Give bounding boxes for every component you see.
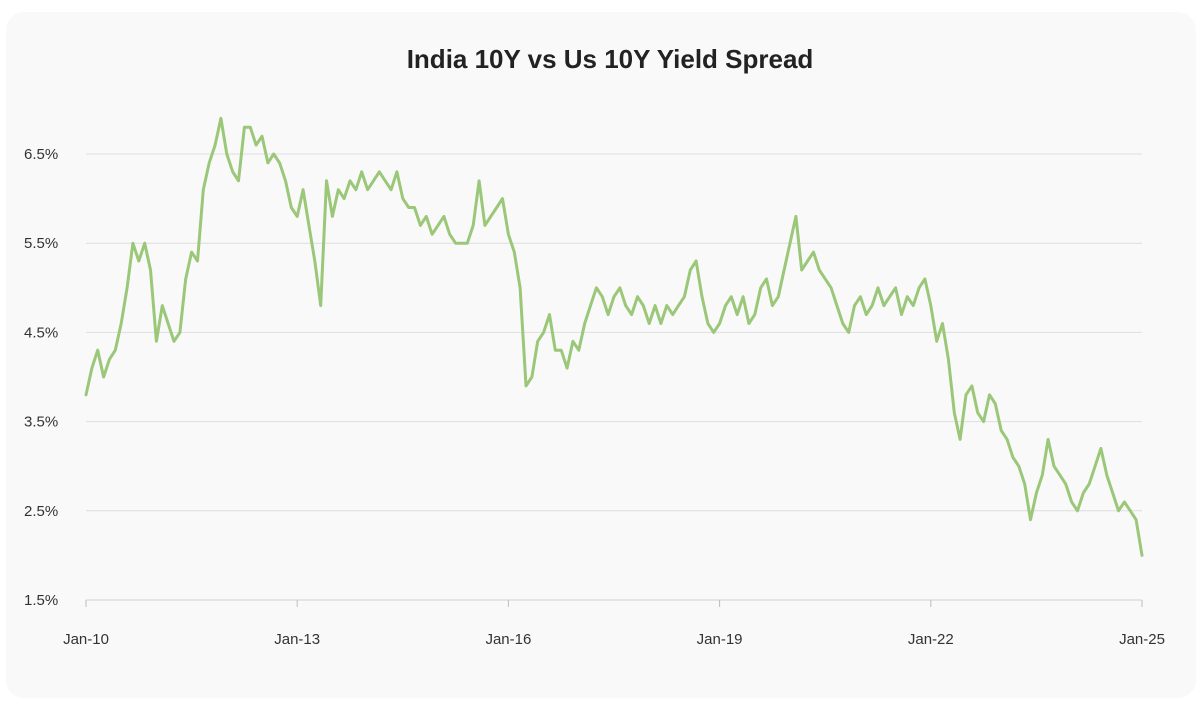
x-axis: Jan-10 Jan-13 Jan-16 Jan-19 Jan-22 Jan-25 [63, 599, 1165, 648]
x-tick-label: Jan-25 [1119, 631, 1165, 648]
y-tick-label: 6.5% [24, 146, 58, 163]
y-tick-label: 2.5% [24, 503, 58, 520]
series-line [84, 116, 1144, 557]
x-tick-label: Jan-19 [697, 631, 743, 648]
y-tick-label: 1.5% [24, 592, 58, 609]
series-group [84, 116, 1144, 557]
chart-title: India 10Y vs Us 10Y Yield Spread [406, 44, 814, 74]
x-tick-label: Jan-13 [274, 631, 320, 648]
chart-card [6, 12, 1196, 698]
x-tick-label: Jan-22 [908, 631, 954, 648]
y-tick-label: 4.5% [24, 324, 58, 341]
grid-lines [86, 153, 1142, 512]
x-tick-label: Jan-10 [63, 631, 109, 648]
x-tick-label: Jan-16 [485, 631, 531, 648]
y-tick-label: 3.5% [24, 414, 58, 431]
y-tick-label: 5.5% [24, 235, 58, 252]
y-axis-ticks: 6.5% 5.5% 4.5% 3.5% 2.5% 1.5% [24, 146, 58, 609]
